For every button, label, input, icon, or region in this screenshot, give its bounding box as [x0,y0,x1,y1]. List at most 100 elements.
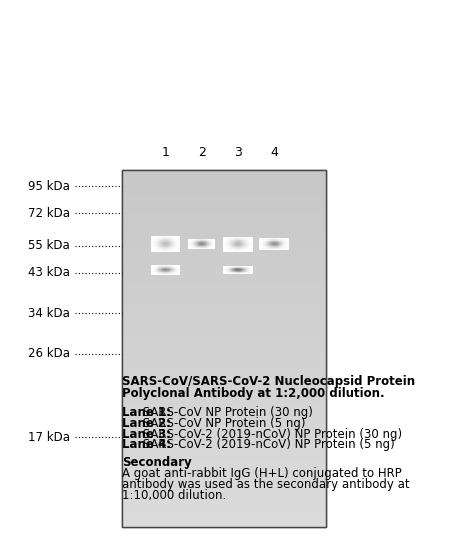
Bar [171,239,172,240]
Bar [167,242,168,243]
Bar [167,238,168,239]
Bar [261,238,262,239]
Bar [172,236,173,237]
Bar [155,243,156,244]
Bar [267,249,268,250]
Bar [166,244,167,245]
Bar [199,243,200,244]
Bar [228,250,229,251]
Bar [280,246,281,247]
Bar [234,242,235,244]
Bar [251,240,252,241]
Bar [159,246,160,247]
Bar [176,239,177,240]
Bar [152,244,153,245]
Bar [154,247,155,248]
Bar [230,251,231,252]
Bar [238,237,239,238]
Text: 43 kDa: 43 kDa [29,266,70,279]
Bar [206,240,207,241]
Bar [153,240,154,241]
Bar [267,242,268,243]
Bar [201,247,202,248]
Bar [159,236,160,237]
Bar [171,237,172,238]
Bar [192,242,193,243]
Bar [155,250,156,251]
Bar [274,248,275,249]
Text: 3: 3 [234,146,242,159]
Bar [266,246,267,247]
Bar [284,248,285,249]
Bar [262,246,263,247]
Bar [270,240,271,241]
Bar [197,240,198,241]
Bar [159,251,160,252]
Bar [122,327,326,330]
Bar [240,250,241,251]
Bar [250,245,251,246]
Bar [189,243,190,244]
Bar [122,373,326,377]
Bar [285,243,286,244]
Bar [227,241,228,242]
Bar [278,247,279,248]
Bar [201,241,202,242]
Bar [155,251,156,252]
Bar [152,246,153,247]
Bar [275,242,276,243]
Bar [174,248,175,249]
Bar [247,248,248,249]
Bar [150,240,151,241]
Bar [251,239,252,240]
Bar [167,239,168,240]
Bar [280,247,281,248]
Bar [204,241,205,242]
Bar [248,251,249,252]
Bar [160,240,161,241]
Bar [273,243,274,244]
Bar [173,238,174,239]
Bar [175,248,176,249]
Bar [227,246,228,247]
Bar [155,240,156,241]
Bar [232,237,233,238]
Bar [232,251,233,252]
Bar [243,241,244,242]
Bar [224,241,225,242]
Bar [164,244,165,245]
Bar [122,416,326,420]
Bar [264,238,265,239]
Bar [174,250,175,251]
Bar [122,391,326,395]
Bar [160,245,161,246]
Bar [205,244,206,245]
Bar [243,238,244,239]
Bar [122,238,326,241]
Bar [122,413,326,416]
Bar [240,247,241,248]
Bar [242,239,243,240]
Bar [165,251,166,252]
Text: 55 kDa: 55 kDa [29,239,70,252]
Bar [245,238,246,239]
Bar [195,246,196,247]
Bar [239,250,240,251]
Bar [277,243,278,244]
Bar [202,239,203,240]
Bar [213,240,214,241]
Bar [286,241,287,242]
Bar [229,245,230,246]
Bar [284,242,285,243]
Bar [163,237,164,238]
Bar [151,246,152,247]
Bar [193,240,194,241]
Bar [175,236,176,237]
Bar [232,241,233,242]
Bar [224,248,225,249]
Bar [151,236,152,237]
Bar [233,245,234,246]
Bar [269,242,270,243]
Bar [188,239,189,240]
Bar [249,237,250,238]
